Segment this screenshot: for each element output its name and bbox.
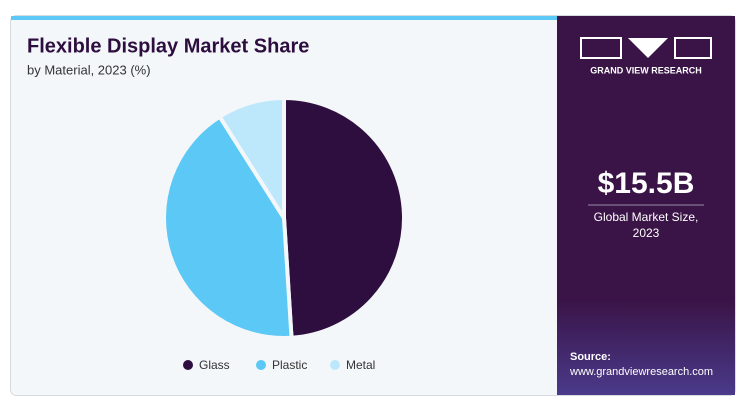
pie-slice — [282, 95, 406, 340]
market-size: $15.5B — [598, 167, 695, 200]
source-label: Source: — [570, 351, 611, 363]
pie-slice — [162, 113, 294, 340]
legend: Glass Plastic Metal — [183, 358, 375, 372]
legend-swatch — [256, 360, 266, 370]
top-stripe — [11, 16, 558, 20]
chart-title: Flexible Display Market Share — [27, 35, 309, 57]
pie-slice — [216, 95, 286, 225]
legend-label: Metal — [346, 358, 375, 372]
legend-label: Glass — [199, 358, 230, 372]
brand: GRAND VIEW RESEARCH — [590, 65, 702, 75]
pie — [162, 95, 406, 340]
legend-swatch — [183, 360, 193, 370]
source-url: www.grandviewresearch.com — [569, 366, 713, 378]
legend-swatch — [330, 360, 340, 370]
market-size-label: Global Market Size, 2023 — [594, 210, 699, 240]
logo — [580, 37, 712, 59]
chart-subtitle: by Material, 2023 (%) — [27, 62, 151, 77]
legend-label: Plastic — [272, 358, 307, 372]
